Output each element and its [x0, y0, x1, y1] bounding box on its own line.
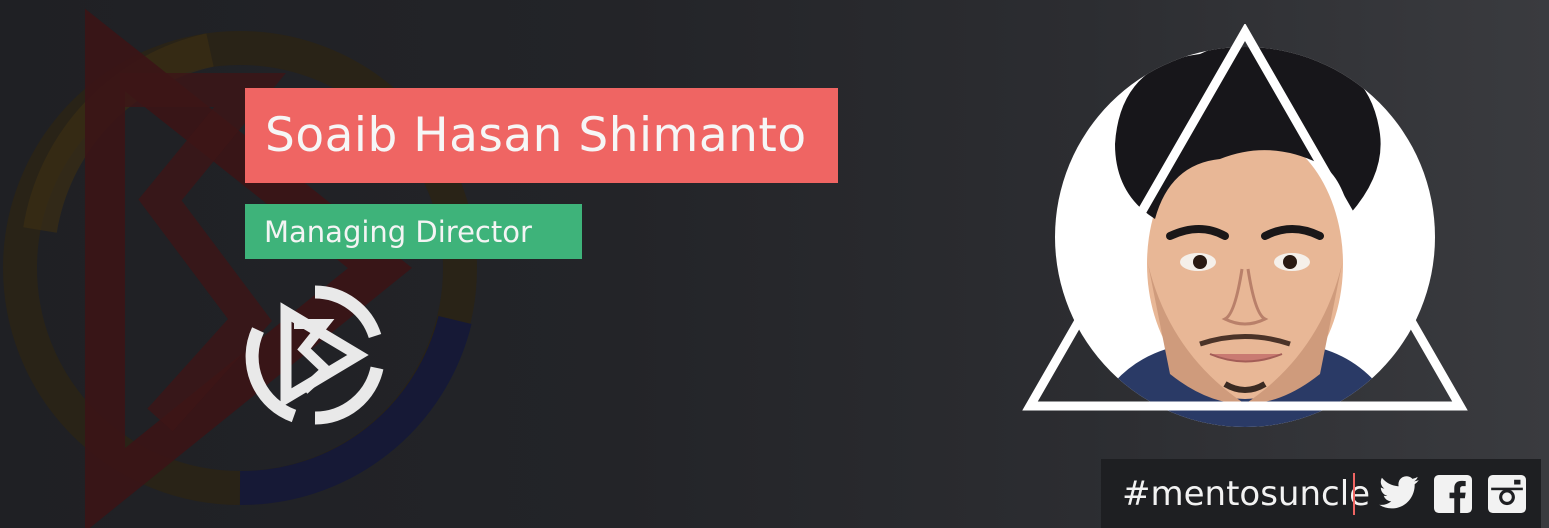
brand-logo-icon: [245, 285, 384, 425]
profile-role: Managing Director: [264, 214, 532, 249]
profile-name: Soaib Hasan Shimanto: [265, 108, 807, 163]
background-logo-watermark: [3, 8, 477, 528]
facebook-icon[interactable]: [1431, 472, 1475, 516]
instagram-icon[interactable]: [1485, 472, 1529, 516]
twitter-icon[interactable]: [1377, 472, 1421, 516]
social-bar: #mentosuncle: [1101, 459, 1541, 528]
role-banner: Managing Director: [245, 204, 582, 259]
profile-avatar: [1022, 24, 1468, 427]
name-banner: Soaib Hasan Shimanto: [245, 88, 838, 183]
hashtag-label: #mentosuncle: [1122, 473, 1371, 514]
divider: [1353, 472, 1355, 515]
